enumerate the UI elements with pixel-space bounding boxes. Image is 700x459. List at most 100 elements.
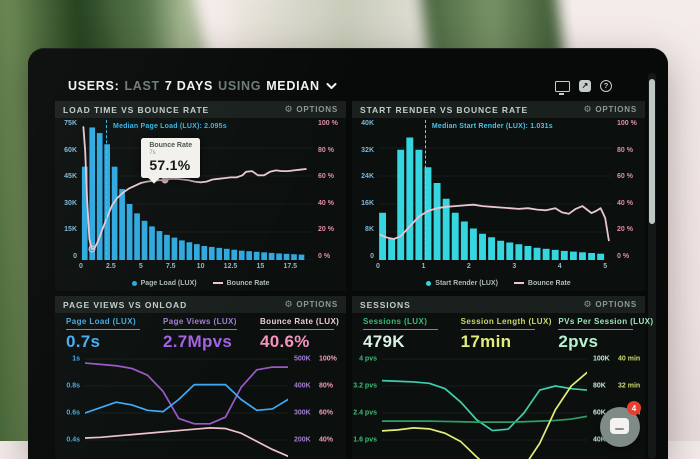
bounce-rate-tooltip: Bounce Rate 7s 57.1% bbox=[141, 138, 201, 179]
y-tick-label: 40K bbox=[361, 120, 374, 127]
metrics-row: Sessions (LUX) 479K Session Length (LUX) 17… bbox=[352, 313, 654, 353]
y-tick-label: 80 % bbox=[617, 146, 633, 154]
line-chart-svg bbox=[85, 355, 288, 459]
x-tick-label: 17.5 bbox=[283, 263, 298, 270]
y-tick-row: 100K 40 min bbox=[593, 356, 640, 363]
y-tick-label: 400K bbox=[294, 382, 311, 390]
options-label: OPTIONS bbox=[296, 105, 338, 114]
chat-widget-button[interactable]: 4 bbox=[600, 401, 641, 447]
tooltip-subtitle: 7s bbox=[149, 150, 156, 157]
metric-label: Session Length (LUX) bbox=[460, 317, 552, 326]
title-segment: USERS: bbox=[68, 79, 120, 93]
y-axis-left: 40K 32K 24K 16K 8K 0 bbox=[352, 120, 378, 260]
metric-value: 2pvs bbox=[558, 332, 599, 351]
x-tick-label: 0 bbox=[79, 263, 83, 270]
y-axis-left: 4 pvs 3.2 pvs 2.4 pvs 1.6 pvs bbox=[352, 355, 382, 459]
histogram-svg bbox=[81, 120, 313, 260]
y-tick-label: 40 min bbox=[618, 355, 641, 363]
y-tick-label: 75K bbox=[64, 120, 77, 127]
panel-sessions: SESSIONS ⚙ OPTIONS Sessions (LUX) 479K Ses… bbox=[352, 296, 654, 459]
chevron-down-icon[interactable] bbox=[326, 82, 337, 90]
dashboard-title[interactable]: USERS: LAST 7 DAYS USING MEDIAN bbox=[68, 79, 320, 93]
panel-title: SESSIONS bbox=[360, 299, 411, 310]
y-tick-label: 0 % bbox=[318, 252, 331, 260]
y-tick-label: 0.8s bbox=[66, 382, 80, 390]
metric-label: Sessions (LUX) bbox=[363, 317, 428, 326]
metric-label: PVs Per Session (LUX) bbox=[558, 317, 654, 326]
help-icon[interactable]: ? bbox=[600, 80, 612, 92]
y-tick-label: 15K bbox=[64, 226, 77, 234]
y-tick-label: 60K bbox=[593, 409, 606, 417]
chart-legend: Start Render (LUX) Bounce Rate bbox=[352, 275, 645, 291]
gear-icon: ⚙ bbox=[284, 299, 294, 309]
y-tick-row: 200K 40% bbox=[294, 437, 333, 444]
metrics-row: Page Load (LUX) 0.7s Page Views (LUX) 2.7Mp… bbox=[55, 313, 346, 353]
options-button[interactable]: ⚙ OPTIONS bbox=[285, 105, 338, 115]
chat-bubble-icon bbox=[610, 418, 629, 434]
y-tick-label: 60% bbox=[319, 409, 334, 417]
legend-item[interactable]: Page Load (LUX) bbox=[131, 280, 197, 287]
median-annotation: Median Start Render (LUX): 1.031s bbox=[431, 123, 553, 130]
plot-area: Median Page Load (LUX): 2.095s Bounce Ra… bbox=[81, 120, 313, 260]
dashboard-screen: USERS: LAST 7 DAYS USING MEDIAN ↗ ? LOAD TIM… bbox=[28, 49, 668, 459]
y-tick-label: 24K bbox=[361, 173, 374, 181]
tooltip-title: Bounce Rate bbox=[149, 142, 193, 150]
options-button[interactable]: ⚙ OPTIONS bbox=[583, 299, 637, 310]
y-tick-label: 60K bbox=[64, 146, 77, 154]
y-tick-row: 400K 80% bbox=[294, 383, 333, 390]
legend-item[interactable]: Start Render (LUX) bbox=[426, 280, 498, 287]
metric-underline bbox=[460, 329, 536, 330]
share-icon[interactable]: ↗ bbox=[579, 80, 591, 92]
median-annotation: Median Page Load (LUX): 2.095s bbox=[113, 123, 227, 130]
panel-start-render: START RENDER VS BOUNCE RATE ⚙ OPTIONS 40… bbox=[352, 101, 645, 291]
y-axis-right: 100 % 80 % 60 % 40 % 20 % 0 % bbox=[612, 120, 645, 260]
y-axis-left: 75K 60K 45K 30K 15K 0 bbox=[55, 120, 81, 260]
legend-item[interactable]: Bounce Rate bbox=[513, 280, 571, 287]
plot-area: Median Start Render (LUX): 1.031s bbox=[378, 120, 612, 260]
scrollbar-thumb[interactable] bbox=[649, 79, 655, 224]
y-tick-label: 60 % bbox=[318, 173, 334, 181]
y-tick-label: 40% bbox=[319, 436, 334, 444]
panel-header: SESSIONS ⚙ OPTIONS bbox=[352, 296, 645, 313]
metric-label: Page Views (LUX) bbox=[163, 317, 237, 326]
gear-icon: ⚙ bbox=[583, 299, 593, 309]
chart-legend: Page Load (LUX) Bounce Rate bbox=[55, 275, 346, 291]
x-tick-label: 1 bbox=[421, 263, 426, 270]
y-tick-label: 16K bbox=[361, 199, 374, 207]
options-button[interactable]: ⚙ OPTIONS bbox=[584, 105, 637, 115]
y-axis-right: 500K 100% 400K 80% 300K 60% 200K 40% bbox=[288, 355, 346, 459]
y-tick-row: 500K 100% bbox=[294, 356, 337, 363]
title-segment: USING bbox=[218, 79, 262, 93]
y-tick-label: 2.4 pvs bbox=[353, 409, 377, 417]
plot-area bbox=[85, 355, 288, 459]
panel-title: PAGE VIEWS VS ONLOAD bbox=[63, 299, 188, 310]
metric-pvs-per-session: PVs Per Session (LUX) 2pvs bbox=[547, 317, 654, 353]
y-tick-label: 8K bbox=[365, 226, 374, 234]
metric-label: Page Load (LUX) bbox=[66, 317, 137, 326]
y-tick-label: 40 % bbox=[617, 199, 633, 207]
y-tick-label: 3.2 pvs bbox=[353, 382, 377, 390]
x-tick-label: 7.5 bbox=[165, 263, 176, 270]
chart-area: 75K 60K 45K 30K 15K 0 Median Page Load (LUX):… bbox=[55, 118, 346, 260]
y-tick-label: 20 % bbox=[617, 226, 633, 234]
metric-session-length: Session Length (LUX) 17min bbox=[450, 317, 552, 353]
x-tick-label: 3 bbox=[512, 263, 517, 270]
tooltip-value: 57.1% bbox=[149, 157, 191, 174]
y-axis-left: 1s 0.8s 0.6s 0.4s bbox=[55, 355, 85, 459]
options-button[interactable]: ⚙ OPTIONS bbox=[284, 299, 338, 310]
y-tick-label: 100K bbox=[593, 355, 610, 363]
x-tick-label: 10 bbox=[196, 263, 205, 270]
panel-title: START RENDER VS BOUNCE RATE bbox=[360, 104, 529, 115]
legend-item[interactable]: Bounce Rate bbox=[212, 280, 269, 287]
legend-dot-marker bbox=[131, 280, 137, 286]
metric-underline bbox=[558, 329, 634, 330]
y-tick-label: 1s bbox=[72, 355, 80, 363]
scrollbar-track[interactable] bbox=[648, 73, 656, 459]
display-icon[interactable] bbox=[555, 80, 570, 95]
y-tick-label: 100 % bbox=[617, 120, 637, 127]
y-tick-label: 1.6 pvs bbox=[353, 436, 377, 444]
title-segment: LAST bbox=[124, 79, 160, 93]
y-tick-label: 0 bbox=[73, 252, 77, 260]
legend-line-marker bbox=[212, 282, 223, 284]
y-tick-label: 40 % bbox=[318, 199, 334, 207]
